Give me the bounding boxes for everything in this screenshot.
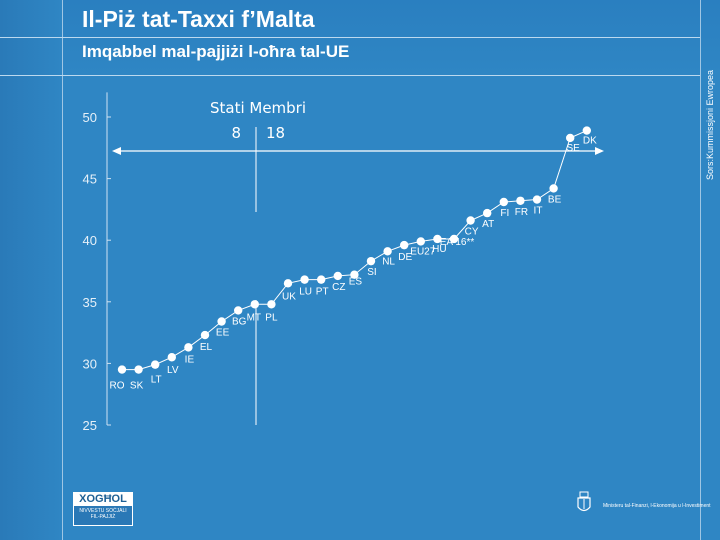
- point-label: FR: [515, 207, 528, 218]
- data-point-uk: [283, 279, 293, 288]
- data-point-lv: [167, 353, 176, 362]
- data-point-ee: [217, 317, 226, 326]
- data-point-de: [400, 240, 409, 250]
- point-label: IE: [185, 354, 195, 365]
- ministry-name: Ministeru tal-Finanzi, l-Ekonomija u l-I…: [603, 503, 711, 509]
- point-label: FI: [500, 208, 509, 219]
- data-point-bg: [234, 306, 243, 315]
- annotation-right-count: 18: [266, 124, 285, 142]
- point-label: HU: [432, 244, 446, 255]
- point-label: PT: [316, 287, 329, 298]
- data-point-lu: [300, 275, 309, 284]
- header-divider: [0, 75, 700, 76]
- point-label: PL: [265, 312, 278, 323]
- point-label: BE: [548, 194, 562, 205]
- page-title: Il-Piż tat-Taxxi f’Malta: [82, 6, 315, 32]
- logo-sub-text-1: NIVVESTU SOĊJALI: [79, 508, 127, 514]
- logo-main-text: XOGĦOL: [74, 493, 132, 506]
- point-label: LT: [151, 375, 162, 386]
- point-label: SI: [367, 267, 376, 278]
- point-label: LV: [167, 365, 179, 376]
- left-divider: [62, 0, 63, 540]
- point-label: ES: [349, 277, 363, 288]
- arrow-right-icon: [595, 147, 604, 155]
- point-label: SE: [567, 143, 581, 154]
- point-label: UK: [282, 291, 296, 302]
- data-point-pt: [317, 275, 326, 284]
- page-subtitle: Imqabbel mal-pajjiżi l-oħra tal-UE: [82, 42, 350, 61]
- title-divider: [0, 37, 700, 38]
- y-tick-label: 50: [83, 110, 97, 125]
- y-tick-label: 35: [83, 295, 97, 310]
- data-point-pl: [267, 300, 276, 309]
- data-point-mt: [250, 300, 259, 309]
- point-label: SK: [130, 381, 144, 392]
- data-point-lt: [151, 360, 160, 369]
- data-point-fi: [499, 197, 508, 207]
- point-label: AT: [482, 219, 494, 230]
- point-label: DE: [398, 252, 412, 263]
- xoghol-logo: XOGĦOL NIVVESTU SOĊJALI FIL-PAJJIŻ: [73, 492, 133, 526]
- data-point-si: [366, 256, 376, 266]
- point-label: EL: [200, 342, 213, 353]
- right-divider: [700, 0, 701, 540]
- data-point-ro: [117, 365, 127, 374]
- data-point-hu: [433, 234, 442, 244]
- data-point-se: [566, 133, 575, 143]
- data-point-cy: [466, 216, 475, 225]
- data-point-be: [549, 184, 558, 193]
- data-point-nl: [383, 247, 392, 256]
- data-point-es: [350, 270, 359, 279]
- series-line: [122, 130, 588, 371]
- data-point-eu27: [416, 237, 425, 246]
- y-tick-label: 45: [83, 172, 97, 187]
- annotation-left-count: 8: [231, 124, 241, 142]
- point-label: EA 16**: [440, 237, 475, 248]
- data-point-dk: [582, 126, 591, 135]
- point-label: RO: [110, 381, 125, 392]
- point-label: CY: [465, 226, 479, 237]
- data-point-sk: [134, 365, 143, 374]
- y-tick-label: 40: [83, 233, 97, 248]
- point-label: LU: [299, 287, 312, 298]
- point-label: BG: [232, 316, 247, 327]
- point-label: EE: [216, 328, 230, 339]
- point-label: EU27: [410, 246, 435, 257]
- point-label: CZ: [332, 282, 345, 293]
- point-label: IT: [534, 206, 543, 217]
- point-label: MT: [247, 312, 261, 323]
- data-point-el: [200, 330, 210, 340]
- y-tick-label: 25: [83, 418, 97, 433]
- data-point-cz: [333, 271, 342, 281]
- y-tick-label: 30: [83, 356, 97, 371]
- data-point-at: [483, 208, 492, 218]
- point-label: NL: [382, 256, 395, 267]
- annotation-heading: Stati Membri: [210, 99, 306, 117]
- point-label: DK: [583, 136, 597, 147]
- data-point-ea-16: [449, 234, 459, 244]
- arrow-left-icon: [112, 147, 121, 155]
- data-point-it: [532, 195, 542, 204]
- left-panel: [0, 0, 62, 540]
- government-crest-icon: [577, 491, 591, 512]
- data-point-ie: [184, 343, 193, 352]
- logo-sub-text-2: FIL-PAJJIŻ: [90, 514, 116, 520]
- data-point-fr: [516, 196, 525, 205]
